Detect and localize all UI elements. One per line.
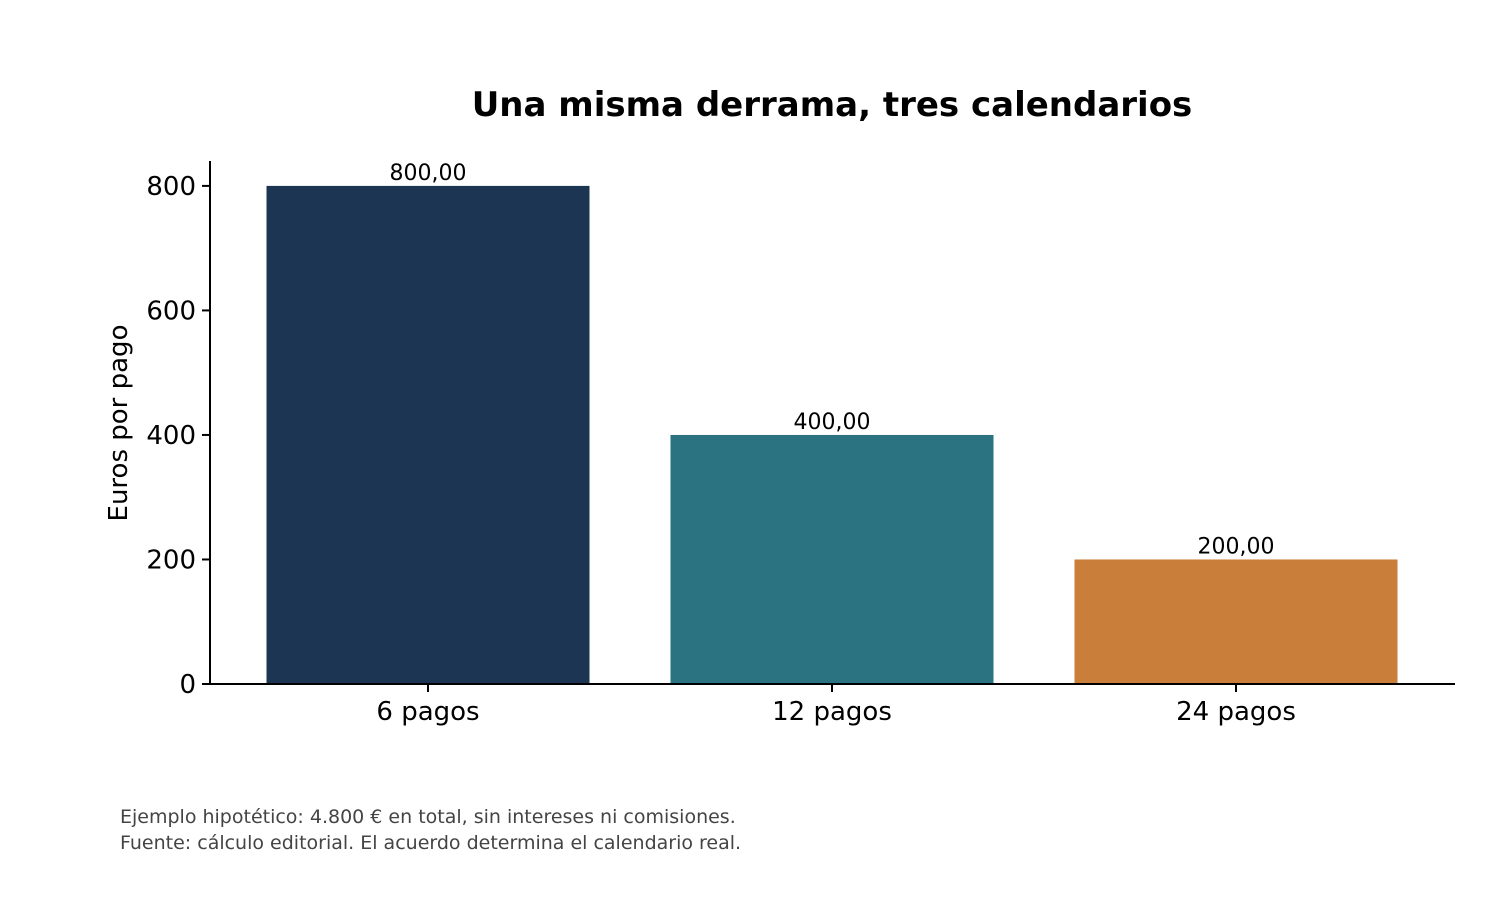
bar-24-pagos	[1074, 559, 1398, 684]
x-tick-label-6-pagos: 6 pagos	[376, 697, 479, 727]
y-tick-label-400: 400	[146, 421, 196, 451]
bar-12-pagos	[670, 434, 994, 684]
y-tick-label-600: 600	[146, 296, 196, 326]
bar-6-pagos	[266, 185, 590, 684]
value-label-6-pagos: 800,00	[390, 161, 467, 186]
bars-layer	[266, 185, 1398, 684]
chart-title: Una misma derrama, tres calendarios	[472, 85, 1193, 125]
y-tick-label-0: 0	[179, 670, 196, 700]
y-tick-label-800: 800	[146, 172, 196, 202]
x-tick-label-24-pagos: 24 pagos	[1176, 697, 1296, 727]
y-axis-label: Euros por pago	[104, 325, 134, 522]
y-axis-ticks: 0 200 400 600 800	[146, 172, 210, 700]
x-axis-ticks: 6 pagos 12 pagos 24 pagos	[376, 684, 1296, 727]
x-tick-label-12-pagos: 12 pagos	[772, 697, 892, 727]
value-label-12-pagos: 400,00	[794, 410, 871, 435]
y-tick-label-200: 200	[146, 545, 196, 575]
footnote-example: Ejemplo hipotético: 4.800 € en total, si…	[120, 806, 736, 828]
footnote-source: Fuente: cálculo editorial. El acuerdo de…	[120, 832, 742, 854]
value-label-24-pagos: 200,00	[1198, 534, 1275, 559]
value-labels-layer: 800,00 400,00 200,00	[390, 161, 1275, 560]
